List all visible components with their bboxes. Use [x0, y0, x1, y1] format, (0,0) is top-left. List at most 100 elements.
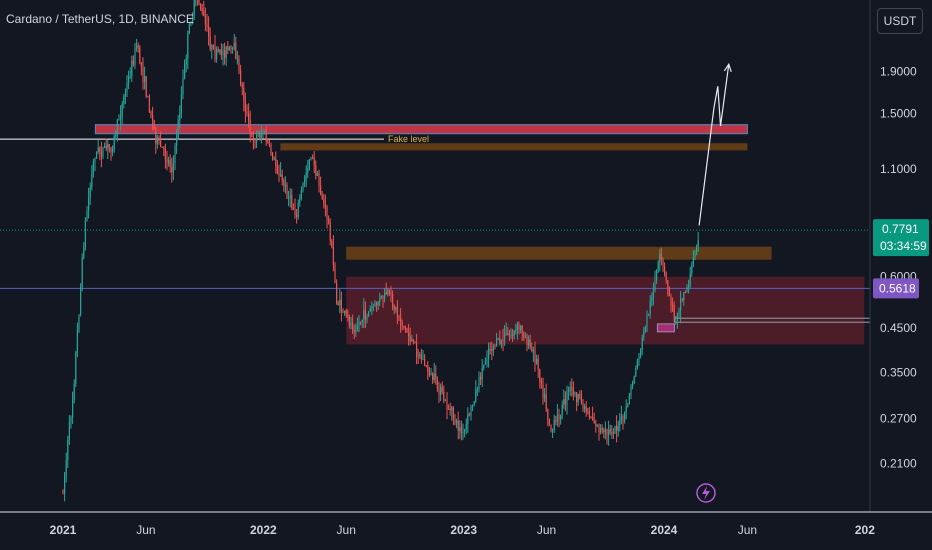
candle-body	[86, 210, 88, 221]
candle-body	[628, 394, 630, 405]
candle-body	[537, 358, 539, 370]
candle-body	[508, 334, 510, 336]
candle-body	[318, 173, 320, 186]
candle-body	[403, 325, 405, 327]
candle-body	[158, 136, 160, 141]
candle-body	[339, 299, 341, 306]
small-demand-box[interactable]	[656, 323, 675, 333]
candle-body	[248, 113, 250, 120]
candle-body	[510, 334, 512, 336]
x-tick-label: 2024	[651, 523, 678, 537]
candle-body	[470, 407, 472, 416]
candle-body	[192, 14, 194, 23]
y-tick-label: 1.1000	[880, 162, 917, 176]
candle-body	[616, 426, 618, 431]
candle-body	[462, 431, 464, 433]
candle-body	[670, 296, 672, 305]
candle-body	[142, 67, 144, 82]
resistance-zone-top[interactable]	[94, 124, 748, 135]
candle-body	[208, 26, 210, 37]
candle-body	[304, 179, 306, 183]
candle-body	[283, 180, 285, 187]
candle-body	[632, 383, 634, 387]
candle-body	[452, 407, 454, 420]
candle-body	[80, 287, 82, 315]
x-tick-label: Jun	[337, 523, 356, 537]
candle-body	[280, 174, 282, 177]
candle-body	[264, 131, 266, 134]
candle-body	[417, 355, 419, 357]
candle-body	[153, 120, 155, 129]
candle-body	[244, 101, 246, 112]
x-tick-label: Jun	[136, 523, 155, 537]
candle-body	[582, 402, 584, 409]
candle-body	[96, 151, 98, 159]
orange-zone-upper[interactable]	[280, 143, 748, 151]
candle-body	[468, 414, 470, 416]
candle-body	[684, 292, 686, 294]
candle-body	[78, 314, 80, 331]
projection-arrow[interactable]	[698, 64, 730, 226]
candle-body	[611, 432, 613, 434]
candle-body	[528, 339, 530, 346]
candle-body	[281, 174, 283, 181]
candle-body	[364, 309, 366, 320]
candle-body	[432, 372, 434, 380]
orange-zone-middle[interactable]	[346, 246, 772, 260]
candle-body	[313, 157, 315, 165]
candle-body	[379, 297, 381, 303]
candle-body	[441, 386, 443, 393]
candle-body	[81, 257, 83, 288]
candle-body	[131, 60, 133, 77]
time-axis-panel[interactable]	[0, 512, 932, 550]
candle-body	[564, 398, 566, 405]
candle-body	[574, 392, 576, 395]
horizontal-line-label: 0.5618	[879, 281, 916, 295]
candle-body	[70, 416, 72, 423]
candle-body	[433, 374, 435, 380]
candle-body	[662, 259, 664, 267]
candle-body	[289, 195, 291, 198]
candle-body	[651, 298, 653, 301]
candle-body	[513, 330, 515, 336]
candle-body	[625, 406, 627, 412]
candle-body	[214, 46, 216, 60]
candle-body	[414, 341, 416, 344]
candle-body	[401, 322, 403, 326]
lightning-icon[interactable]	[696, 483, 716, 503]
candle-body	[65, 459, 67, 476]
candle-body	[388, 290, 390, 293]
candle-body	[419, 354, 421, 357]
candle-body	[150, 111, 152, 116]
candle-body	[291, 195, 293, 208]
candle-body	[489, 349, 491, 351]
currency-button[interactable]: USDT	[877, 8, 923, 34]
candle-body	[355, 329, 357, 333]
candle-body	[209, 36, 211, 50]
candle-body	[654, 280, 656, 291]
candle-body	[550, 424, 552, 432]
candle-body	[67, 440, 69, 460]
candle-body	[601, 428, 603, 430]
candle-body	[524, 337, 526, 339]
candle-body	[689, 273, 691, 287]
candle-body	[340, 299, 342, 312]
candle-body	[169, 160, 171, 167]
candle-body	[336, 283, 338, 303]
candle-body	[171, 166, 173, 173]
candle-body	[476, 389, 478, 391]
candle-body	[356, 325, 358, 330]
candle-body	[312, 157, 314, 159]
candle-body	[323, 199, 325, 204]
candle-body	[180, 94, 182, 114]
candle-body	[516, 324, 518, 330]
candle-body	[481, 368, 483, 380]
candle-body	[345, 310, 347, 315]
candle-body	[324, 203, 326, 207]
candle-body	[137, 45, 139, 47]
demand-zone-large[interactable]	[346, 276, 865, 345]
candle-body	[217, 49, 219, 52]
candle-body	[665, 273, 667, 281]
